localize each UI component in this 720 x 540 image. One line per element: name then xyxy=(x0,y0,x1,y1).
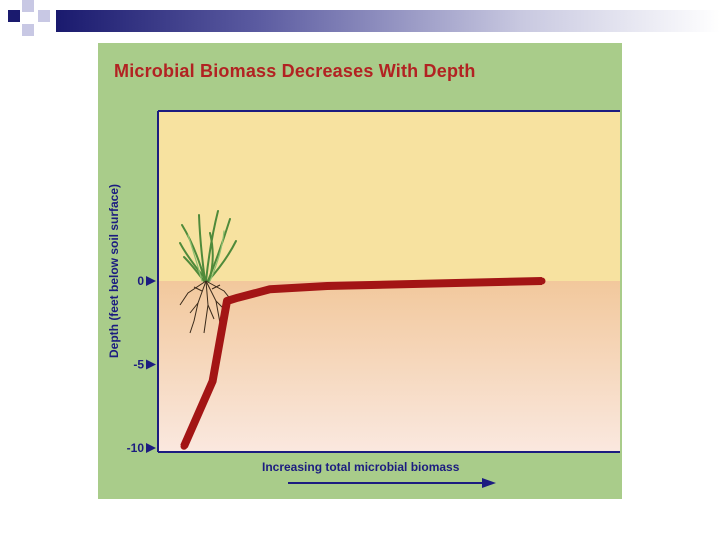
soil-region xyxy=(158,281,620,452)
deco-square xyxy=(38,10,50,22)
figure-panel: Microbial Biomass Decreases With Depth D… xyxy=(98,43,622,499)
y-tick-arrow xyxy=(146,276,156,286)
deco-square xyxy=(22,0,34,12)
x-axis-label: Increasing total microbial biomass xyxy=(262,460,460,474)
x-axis-arrow-head xyxy=(482,478,496,488)
y-tick-label: -5 xyxy=(133,358,144,372)
data-point xyxy=(180,442,188,450)
slide-decoration xyxy=(0,0,720,44)
data-point xyxy=(266,285,274,293)
data-points xyxy=(180,277,546,450)
data-point xyxy=(538,277,546,285)
y-ticks: 0 -5 -10 xyxy=(127,274,156,455)
y-axis-label: Depth (feet below soil surface) xyxy=(107,184,121,358)
chart-svg: Depth (feet below soil surface) 0 -5 -10 xyxy=(107,110,620,488)
y-tick-arrow xyxy=(146,443,156,453)
data-point xyxy=(234,294,242,302)
deco-square xyxy=(8,10,20,22)
chart-title: Microbial Biomass Decreases With Depth xyxy=(114,61,476,81)
deco-square xyxy=(22,24,34,36)
sky-region xyxy=(158,111,620,281)
y-tick-label: 0 xyxy=(137,274,144,288)
data-point xyxy=(209,377,217,385)
y-tick-label: -10 xyxy=(127,441,145,455)
y-tick-arrow xyxy=(146,359,156,370)
data-point xyxy=(223,297,231,305)
deco-gradient-bar xyxy=(56,10,720,32)
data-point xyxy=(323,282,331,290)
plant-icon xyxy=(179,210,237,334)
